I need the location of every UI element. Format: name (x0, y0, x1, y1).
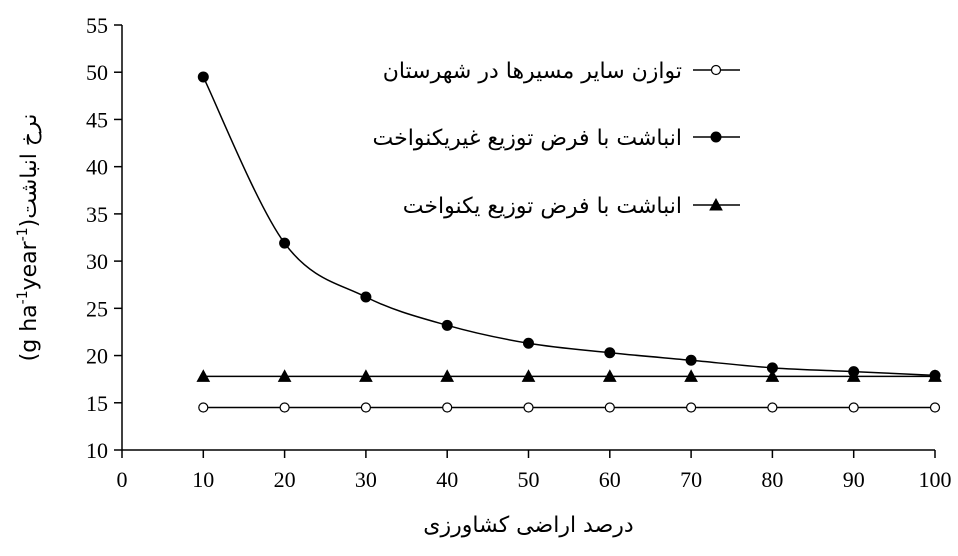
series-3 (196, 369, 942, 382)
series-1-point (360, 402, 371, 413)
series-group (196, 71, 942, 413)
x-tick-label: 90 (843, 467, 865, 492)
legend-swatch-marker (710, 131, 722, 143)
y-tick-label: 25 (86, 296, 108, 321)
series-3-point (277, 369, 292, 382)
series-3-point (765, 369, 780, 382)
series-3-point (684, 369, 698, 382)
y-axis-title-sup-2: -1 (15, 227, 31, 241)
series-2-point (441, 319, 453, 331)
legend-label-2: انباشت با فرض توزیع غیریکنواخت (373, 126, 682, 151)
y-axis-title-unit-open: (g ha (17, 304, 42, 361)
x-tick-label: 60 (599, 467, 621, 492)
series-2-point (604, 347, 616, 359)
series-3-point (196, 369, 211, 382)
x-tick-label: 10 (192, 467, 214, 492)
series-1-point (442, 402, 453, 413)
axis-ticks: 10 15 20 25 30 35 40 45 50 55 0 10 20 30 40 50 60 70 80 90 1… (86, 13, 952, 492)
series-3-point (440, 369, 455, 382)
series-1-point (685, 402, 697, 413)
y-tick-label: 20 (86, 344, 108, 369)
y-tick-label: 15 (86, 391, 108, 416)
y-axis-title-unit-close: ) (17, 219, 42, 228)
y-tick-label: 40 (86, 155, 108, 180)
y-axis-title-main: نرخ انباشت (17, 114, 42, 219)
y-axis-title-sup-1: -1 (15, 290, 31, 304)
series-3-point (359, 369, 373, 382)
series-1-point (604, 402, 615, 413)
series-3-point (846, 369, 861, 382)
series-1-point (929, 402, 941, 413)
x-tick-label: 80 (761, 467, 783, 492)
series-1-point (767, 402, 778, 413)
y-tick-label: 45 (86, 107, 108, 132)
x-tick-label: 100 (919, 467, 952, 492)
y-axis-title-unit-mid: year (17, 240, 42, 290)
x-tick-label: 30 (355, 467, 377, 492)
legend-swatch-marker (709, 197, 723, 211)
x-tick-label: 50 (518, 467, 540, 492)
series-2-point (685, 354, 697, 366)
series-1 (198, 402, 941, 413)
series-2-point (523, 337, 534, 349)
legend-swatch-marker (710, 64, 722, 76)
series-2-line (202, 76, 936, 377)
series-2-point (360, 291, 372, 303)
series-1-point (279, 402, 290, 413)
series-2-point (197, 71, 209, 83)
x-axis-title: درصد اراضی کشاورزی (423, 513, 633, 538)
legend-label-3: انباشت با فرض توزیع یکنواخت (403, 194, 682, 219)
y-tick-label: 30 (86, 249, 108, 274)
series-2 (197, 71, 941, 381)
series-3-point (521, 369, 536, 382)
y-tick-label: 10 (86, 438, 108, 463)
x-tick-label: 20 (274, 467, 296, 492)
y-tick-label: 55 (86, 13, 108, 38)
series-1-point (848, 402, 859, 413)
x-tick-label: 0 (117, 467, 128, 492)
y-tick-label: 50 (86, 60, 108, 85)
series-1-point (523, 402, 534, 413)
legend-label-1: توازن سایر مسیرها در شهرستان (383, 59, 682, 84)
series-1-point (198, 402, 209, 413)
y-axis-title: (g ha-1year-1)نرخ انباشت (15, 114, 42, 362)
series-2-point (279, 237, 291, 249)
y-tick-label: 35 (86, 202, 108, 227)
axes (121, 25, 935, 451)
x-tick-label: 40 (436, 467, 458, 492)
x-tick-label: 70 (680, 467, 702, 492)
series-3-point (928, 369, 942, 382)
legend: توازن سایر مسیرها در شهرستان انباشت با فر… (373, 59, 740, 219)
series-3-point (602, 369, 617, 382)
